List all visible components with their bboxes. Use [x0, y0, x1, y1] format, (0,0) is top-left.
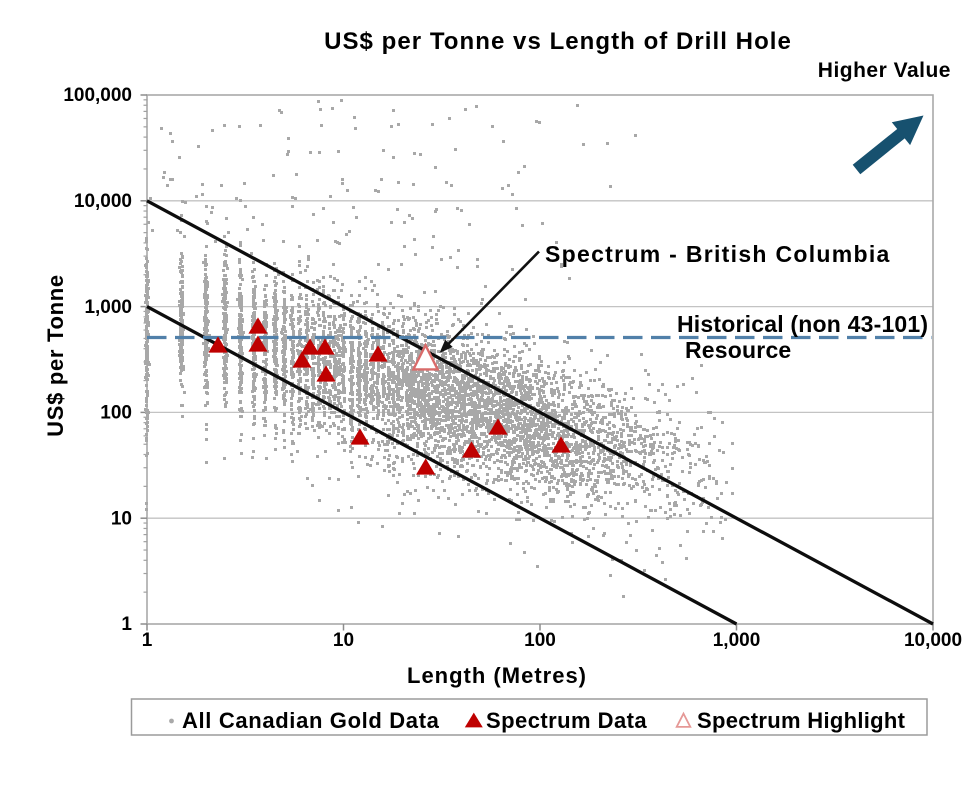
svg-text:All Canadian Gold Data: All Canadian Gold Data	[182, 708, 440, 733]
svg-text:Resource: Resource	[685, 337, 791, 363]
svg-text:Higher Value: Higher Value	[818, 59, 951, 82]
svg-text:US$ per Tonne: US$ per Tonne	[43, 274, 68, 437]
svg-text:US$ per Tonne vs Length of Dri: US$ per Tonne vs Length of Drill Hole	[324, 28, 792, 55]
svg-text:Spectrum - British Columbia: Spectrum - British Columbia	[545, 241, 891, 267]
svg-text:1,000: 1,000	[713, 630, 761, 651]
svg-text:10: 10	[333, 630, 354, 651]
svg-text:Spectrum Highlight: Spectrum Highlight	[697, 708, 906, 733]
svg-text:Spectrum Data: Spectrum Data	[486, 708, 647, 733]
svg-text:1: 1	[142, 630, 153, 651]
svg-text:10,000: 10,000	[74, 191, 132, 212]
svg-text:100,000: 100,000	[63, 85, 132, 106]
svg-text:100: 100	[100, 403, 132, 424]
svg-text:Historical (non 43-101): Historical (non 43-101)	[677, 311, 928, 337]
svg-text:1,000: 1,000	[84, 297, 132, 318]
svg-text:10: 10	[111, 508, 132, 529]
svg-text:10,000: 10,000	[904, 630, 962, 651]
svg-text:100: 100	[524, 630, 556, 651]
svg-text:1: 1	[121, 614, 132, 635]
svg-text:Length (Metres): Length (Metres)	[407, 663, 587, 688]
